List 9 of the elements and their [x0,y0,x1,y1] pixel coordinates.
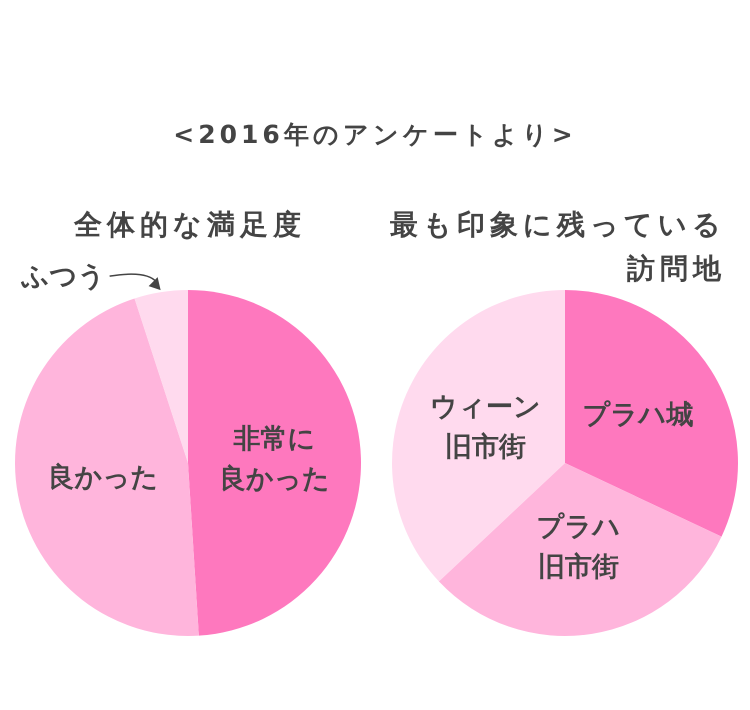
chart-title: 最も印象に残っている訪問地 [389,207,726,287]
text: <2016年のアンケートより> [172,119,578,151]
chart-title: 全体的な満足度 [72,207,307,243]
slice-label: ふつう [20,261,106,292]
slice-label: 非常に良かった [218,423,330,494]
slice-label: ウィーン旧市街 [430,392,542,463]
slice-label: プラハ城 [582,400,694,431]
slice-label: 良かった [48,462,159,494]
slice-label: プラハ旧市街 [536,511,621,582]
